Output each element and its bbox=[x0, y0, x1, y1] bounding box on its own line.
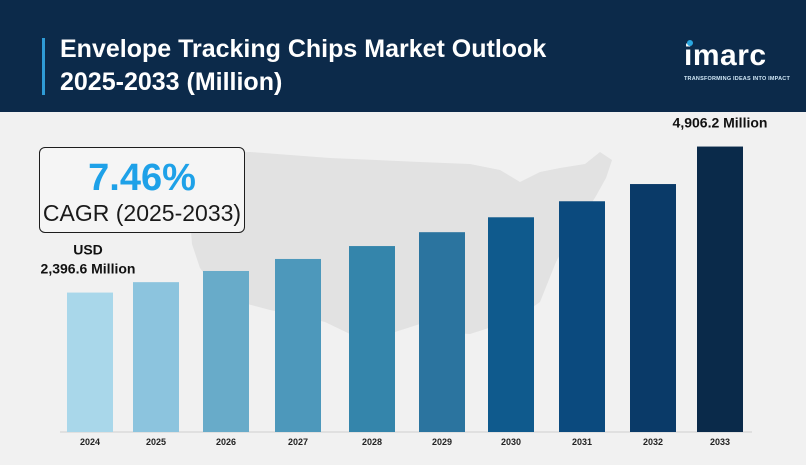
bar-2028 bbox=[349, 246, 395, 432]
cagr-value: 7.46% bbox=[88, 157, 196, 199]
header-accent-bar bbox=[42, 38, 45, 95]
bar-2033 bbox=[697, 146, 743, 432]
page-title: Envelope Tracking Chips Market Outlook 2… bbox=[60, 33, 580, 99]
x-tick-label-2032: 2032 bbox=[643, 437, 663, 447]
x-tick-label-2025: 2025 bbox=[146, 437, 166, 447]
x-tick-label-2033: 2033 bbox=[710, 437, 730, 447]
bar-chart: 2024 2025 2026 2027 2028 2029 2030 2031 2032 2033… bbox=[41, 115, 768, 447]
logo-tagline: TRANSFORMING IDEAS INTO IMPACT bbox=[684, 76, 791, 82]
cagr-box: 7.46% CAGR (2025-2033) bbox=[39, 147, 245, 233]
x-tick-label-2026: 2026 bbox=[216, 437, 236, 447]
bar-2024 bbox=[67, 292, 113, 432]
bar-2032 bbox=[630, 184, 676, 432]
x-tick-label-2029: 2029 bbox=[432, 437, 452, 447]
data-label-2033-line2: 4,906.2 Million bbox=[673, 115, 768, 131]
x-tick-label-2030: 2030 bbox=[501, 437, 521, 447]
logo-wordmark: imarc bbox=[684, 39, 767, 72]
x-tick-label-2027: 2027 bbox=[288, 437, 308, 447]
header-banner: Envelope Tracking Chips Market Outlook 2… bbox=[0, 0, 806, 112]
bar-2030 bbox=[488, 217, 534, 432]
bar-2027 bbox=[275, 258, 321, 432]
x-tick-label-2024: 2024 bbox=[80, 437, 100, 447]
cagr-label: CAGR (2025-2033) bbox=[42, 200, 242, 226]
bar-2031 bbox=[559, 201, 605, 432]
title-line-2: 2025-2033 (Million) bbox=[60, 68, 283, 96]
bar-2025 bbox=[133, 282, 179, 432]
data-label-2024-line2: 2,396.6 Million bbox=[41, 261, 136, 277]
bar-2026 bbox=[203, 270, 249, 432]
title-line-1: Envelope Tracking Chips Market Outlook bbox=[60, 35, 547, 63]
imarc-logo: imarc TRANSFORMING IDEAS INTO IMPACT bbox=[684, 38, 792, 88]
bar-2029 bbox=[419, 232, 465, 432]
x-tick-label-2028: 2028 bbox=[362, 437, 382, 447]
x-tick-label-2031: 2031 bbox=[572, 437, 592, 447]
data-label-2024-line1: USD bbox=[73, 242, 103, 258]
logo-dot-icon bbox=[687, 40, 693, 46]
